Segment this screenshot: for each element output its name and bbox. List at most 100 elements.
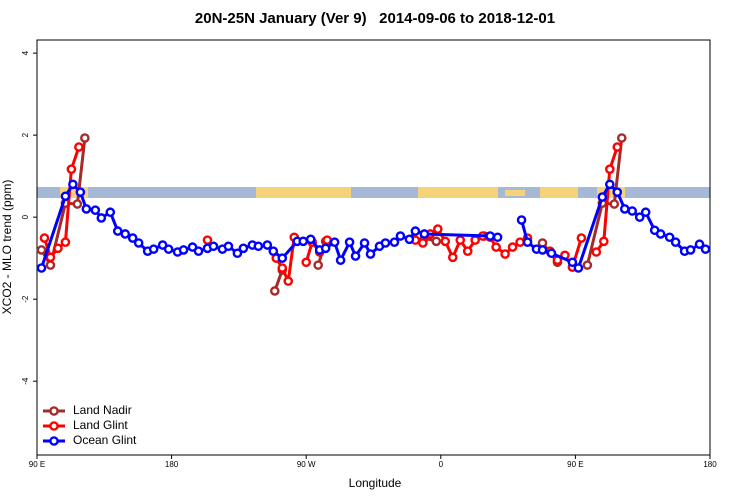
data-point: [193, 246, 204, 256]
data-point: [45, 252, 56, 263]
data-point: [60, 191, 71, 202]
x-tick-label: 0: [439, 460, 444, 469]
data-point: [344, 237, 355, 247]
data-point: [45, 260, 56, 270]
data-point: [105, 207, 116, 218]
legend-label: Land Glint: [73, 418, 128, 432]
data-point: [68, 179, 78, 190]
data-point: [127, 233, 138, 243]
data-point: [380, 238, 391, 248]
data-point: [80, 133, 90, 143]
data-point: [576, 233, 587, 243]
data-point: [599, 236, 609, 247]
data-point: [232, 248, 243, 259]
legend-marker: [49, 436, 59, 446]
legend-marker: [49, 421, 59, 431]
data-point: [39, 233, 50, 243]
x-tick-label: 180: [165, 460, 179, 469]
map-land: [505, 190, 525, 196]
data-point: [36, 245, 47, 255]
data-point: [238, 243, 249, 254]
data-point: [223, 241, 234, 252]
data-point: [81, 204, 92, 214]
data-point: [685, 245, 696, 255]
data-point: [500, 249, 510, 259]
map-land: [60, 187, 88, 198]
data-point: [433, 224, 443, 234]
data-point: [350, 251, 361, 261]
data-point: [298, 236, 309, 247]
data-point: [537, 245, 548, 255]
data-point: [431, 236, 442, 247]
y-axis-label: XCO2 - MLO trend (ppm): [0, 180, 14, 315]
data-point: [462, 246, 473, 256]
data-point: [418, 238, 428, 248]
map-land: [418, 187, 498, 198]
data-point: [133, 238, 144, 248]
data-point: [120, 229, 131, 239]
map-land: [540, 187, 578, 198]
x-tick-label: 90 W: [297, 460, 316, 469]
data-point: [670, 237, 681, 247]
data-point: [694, 239, 705, 250]
data-point: [604, 179, 615, 190]
data-point: [208, 241, 219, 252]
data-point: [567, 257, 578, 268]
data-point: [202, 235, 213, 245]
data-point: [75, 187, 86, 197]
map-ocean: [37, 187, 710, 198]
data-point: [365, 249, 376, 259]
data-point: [516, 215, 527, 225]
data-point: [322, 235, 332, 245]
data-point: [253, 241, 264, 252]
x-axis-label: Longitude: [349, 476, 402, 490]
data-point: [591, 247, 602, 257]
data-point: [395, 231, 406, 241]
data-point: [573, 263, 584, 273]
data-point: [440, 236, 451, 247]
data-point: [604, 164, 615, 174]
legend-label: Land Nadir: [73, 403, 132, 417]
chart-title: 20N-25N January (Ver 9) 2014-09-06 to 20…: [195, 10, 555, 27]
data-point: [627, 206, 638, 216]
data-point: [410, 226, 421, 236]
x-tick-label: 90 E: [29, 460, 45, 469]
data-point: [269, 286, 280, 296]
data-point: [112, 226, 123, 236]
data-point: [60, 237, 71, 247]
data-point: [335, 255, 346, 266]
data-point: [277, 263, 288, 273]
data-point: [522, 237, 533, 247]
data-point: [612, 187, 623, 197]
data-point: [163, 244, 174, 254]
data-point: [492, 232, 503, 243]
data-point: [640, 207, 651, 218]
data-point: [619, 204, 630, 214]
data-point: [597, 192, 608, 202]
data-point: [268, 246, 279, 256]
map-land: [256, 187, 351, 198]
data-point: [53, 243, 63, 254]
map-strip: [37, 187, 710, 198]
data-point: [72, 199, 83, 209]
data-point: [305, 234, 316, 245]
y-tick-label: -4: [21, 377, 30, 385]
data-point: [359, 238, 370, 248]
y-tick-label: 2: [21, 132, 30, 137]
y-tick-label: -2: [21, 295, 30, 303]
data-point: [148, 244, 159, 254]
data-point: [485, 231, 495, 241]
data-point: [507, 242, 518, 252]
data-point: [700, 244, 711, 254]
data-point: [74, 142, 84, 152]
data-point: [36, 263, 47, 273]
data-point: [320, 243, 331, 254]
data-point: [262, 240, 273, 250]
data-point: [447, 252, 458, 263]
data-point: [90, 205, 101, 215]
data-point: [634, 212, 645, 222]
data-point: [455, 235, 466, 245]
data-point: [664, 232, 675, 243]
data-point: [404, 234, 415, 245]
